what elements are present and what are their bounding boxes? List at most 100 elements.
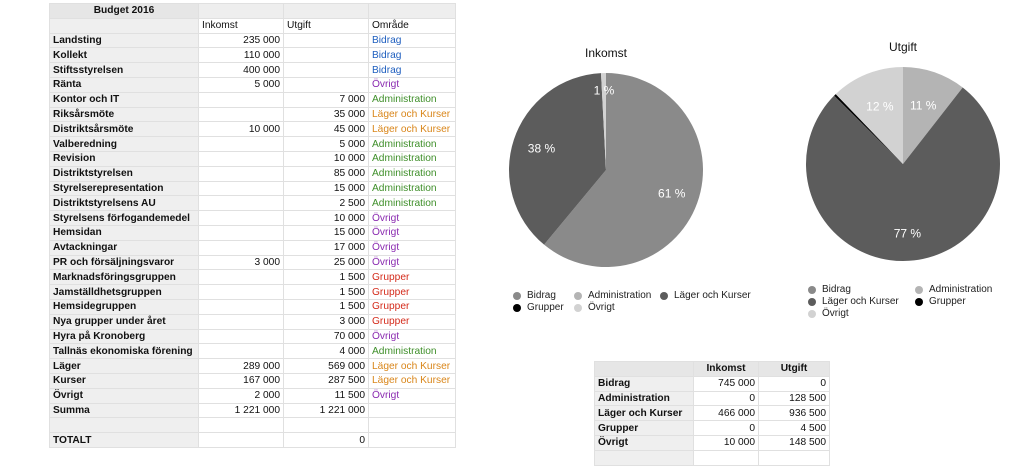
column-header[interactable] (49, 17, 199, 34)
omrade-cell[interactable]: Läger och Kurser (368, 372, 456, 389)
inkomst-cell[interactable]: 235 000 (198, 32, 284, 49)
summary-column-header[interactable] (594, 361, 694, 377)
row-label[interactable]: Avtackningar (49, 239, 199, 256)
utgift-cell[interactable]: 10 000 (283, 150, 369, 167)
omrade-cell[interactable] (368, 417, 456, 434)
summary-utgift-cell[interactable]: 0 (758, 375, 830, 392)
utgift-cell[interactable]: 15 000 (283, 180, 369, 197)
omrade-cell[interactable]: Övrigt (368, 76, 456, 93)
summary-utgift-cell[interactable]: 4 500 (758, 420, 830, 436)
inkomst-cell[interactable]: 3 000 (198, 254, 284, 271)
summary-inkomst-cell[interactable]: 745 000 (693, 375, 759, 392)
utgift-cell[interactable] (283, 32, 369, 49)
empty-cell[interactable] (198, 3, 284, 19)
row-label[interactable]: Läger (49, 358, 199, 374)
inkomst-cell[interactable] (198, 432, 284, 448)
summary-row-label[interactable]: Läger och Kurser (594, 405, 694, 422)
row-label[interactable]: Summa (49, 402, 199, 419)
utgift-cell[interactable]: 1 500 (283, 269, 369, 286)
utgift-cell[interactable]: 17 000 (283, 239, 369, 256)
summary-inkomst-cell[interactable]: 466 000 (693, 405, 759, 422)
summary-row-label[interactable]: Grupper (594, 420, 694, 436)
row-label[interactable]: Styrelsens förfogandemedel (49, 210, 199, 226)
omrade-cell[interactable]: Övrigt (368, 328, 456, 345)
utgift-cell[interactable] (283, 47, 369, 64)
utgift-cell[interactable]: 2 500 (283, 195, 369, 212)
summary-utgift-cell[interactable]: 936 500 (758, 405, 830, 422)
utgift-cell[interactable]: 5 000 (283, 136, 369, 152)
omrade-cell[interactable]: Övrigt (368, 210, 456, 226)
row-label[interactable]: Revision (49, 150, 199, 167)
summary-inkomst-cell[interactable]: 0 (693, 390, 759, 407)
omrade-cell[interactable]: Bidrag (368, 47, 456, 64)
summary-column-header[interactable]: Inkomst (693, 361, 759, 377)
column-header[interactable]: Inkomst (198, 17, 284, 34)
omrade-cell[interactable] (368, 402, 456, 419)
omrade-cell[interactable]: Administration (368, 91, 456, 108)
summary-inkomst-cell[interactable] (693, 449, 759, 466)
inkomst-cell[interactable] (198, 224, 284, 241)
omrade-cell[interactable] (368, 432, 456, 448)
inkomst-cell[interactable]: 400 000 (198, 62, 284, 78)
utgift-cell[interactable]: 70 000 (283, 328, 369, 345)
row-label[interactable]: Kurser (49, 372, 199, 389)
inkomst-cell[interactable] (198, 106, 284, 123)
omrade-cell[interactable]: Övrigt (368, 239, 456, 256)
omrade-cell[interactable]: Grupper (368, 298, 456, 315)
inkomst-cell[interactable]: 10 000 (198, 121, 284, 138)
summary-utgift-cell[interactable]: 128 500 (758, 390, 830, 407)
row-label[interactable]: PR och försäljningsvaror (49, 254, 199, 271)
row-label[interactable]: TOTALT (49, 432, 199, 448)
row-label[interactable]: Stiftsstyrelsen (49, 62, 199, 78)
omrade-cell[interactable]: Grupper (368, 313, 456, 330)
omrade-cell[interactable]: Grupper (368, 284, 456, 300)
row-label[interactable]: Riksårsmöte (49, 106, 199, 123)
omrade-cell[interactable]: Övrigt (368, 254, 456, 271)
row-label[interactable]: Hyra på Kronoberg (49, 328, 199, 345)
row-label[interactable]: Styrelserepresentation (49, 180, 199, 197)
row-label[interactable]: Marknadsföringsgruppen (49, 269, 199, 286)
row-label[interactable]: Distriktstyrelsen (49, 165, 199, 182)
utgift-cell[interactable]: 3 000 (283, 313, 369, 330)
row-label[interactable]: Hemsidegruppen (49, 298, 199, 315)
omrade-cell[interactable]: Läger och Kurser (368, 358, 456, 374)
omrade-cell[interactable]: Läger och Kurser (368, 121, 456, 138)
omrade-cell[interactable]: Administration (368, 136, 456, 152)
omrade-cell[interactable]: Bidrag (368, 62, 456, 78)
utgift-cell[interactable]: 7 000 (283, 91, 369, 108)
utgift-cell[interactable]: 25 000 (283, 254, 369, 271)
inkomst-cell[interactable] (198, 91, 284, 108)
inkomst-cell[interactable] (198, 165, 284, 182)
inkomst-cell[interactable] (198, 269, 284, 286)
omrade-cell[interactable]: Administration (368, 195, 456, 212)
omrade-cell[interactable]: Bidrag (368, 32, 456, 49)
row-label[interactable]: Distriktsårsmöte (49, 121, 199, 138)
summary-row-label[interactable]: Administration (594, 390, 694, 407)
inkomst-cell[interactable] (198, 150, 284, 167)
inkomst-cell[interactable]: 1 221 000 (198, 402, 284, 419)
summary-utgift-cell[interactable] (758, 449, 830, 466)
inkomst-cell[interactable] (198, 284, 284, 300)
row-label[interactable]: Nya grupper under året (49, 313, 199, 330)
summary-row-label[interactable]: Övrigt (594, 434, 694, 451)
inkomst-cell[interactable] (198, 313, 284, 330)
inkomst-cell[interactable]: 5 000 (198, 76, 284, 93)
utgift-cell[interactable]: 0 (283, 432, 369, 448)
utgift-cell[interactable]: 35 000 (283, 106, 369, 123)
inkomst-cell[interactable] (198, 180, 284, 197)
omrade-cell[interactable]: Administration (368, 165, 456, 182)
utgift-cell[interactable]: 4 000 (283, 343, 369, 360)
utgift-cell[interactable]: 45 000 (283, 121, 369, 138)
inkomst-cell[interactable] (198, 210, 284, 226)
column-header[interactable]: Utgift (283, 17, 369, 34)
omrade-cell[interactable]: Grupper (368, 269, 456, 286)
summary-inkomst-cell[interactable]: 0 (693, 420, 759, 436)
utgift-cell[interactable]: 569 000 (283, 358, 369, 374)
inkomst-cell[interactable] (198, 239, 284, 256)
utgift-cell[interactable]: 10 000 (283, 210, 369, 226)
row-label[interactable]: Distriktstyrelsens AU (49, 195, 199, 212)
omrade-cell[interactable]: Administration (368, 150, 456, 167)
row-label[interactable] (49, 417, 199, 434)
inkomst-cell[interactable] (198, 343, 284, 360)
omrade-cell[interactable]: Övrigt (368, 387, 456, 404)
